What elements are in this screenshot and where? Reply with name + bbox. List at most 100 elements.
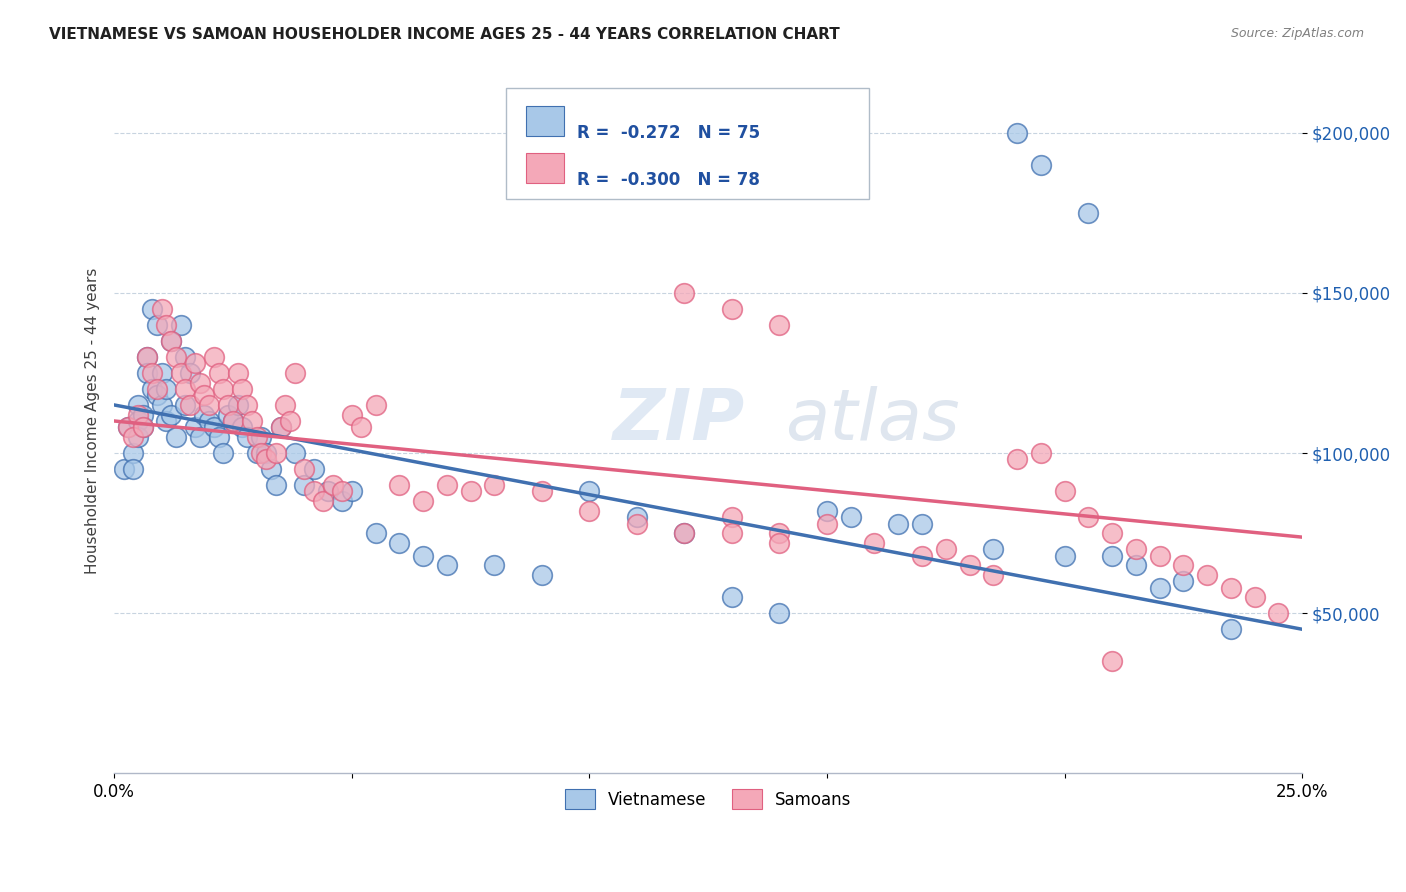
Point	[350, 420, 373, 434]
Point	[202, 350, 225, 364]
Point	[768, 606, 790, 620]
Point	[141, 366, 163, 380]
Point	[264, 446, 287, 460]
Point	[254, 446, 277, 460]
Point	[981, 542, 1004, 557]
Point	[202, 420, 225, 434]
Point	[188, 376, 211, 390]
Point	[768, 526, 790, 541]
Point	[278, 414, 301, 428]
Point	[184, 420, 207, 434]
Point	[1219, 622, 1241, 636]
Point	[1005, 126, 1028, 140]
Point	[388, 478, 411, 492]
Point	[155, 318, 177, 332]
Point	[673, 526, 696, 541]
Point	[911, 516, 934, 531]
Point	[155, 382, 177, 396]
Point	[887, 516, 910, 531]
Point	[388, 535, 411, 549]
Text: VIETNAMESE VS SAMOAN HOUSEHOLDER INCOME AGES 25 - 44 YEARS CORRELATION CHART: VIETNAMESE VS SAMOAN HOUSEHOLDER INCOME …	[49, 27, 839, 42]
Point	[170, 366, 193, 380]
Point	[212, 382, 235, 396]
Point	[1173, 574, 1195, 589]
Point	[127, 430, 149, 444]
Point	[236, 398, 259, 412]
Point	[150, 398, 173, 412]
Point	[226, 366, 249, 380]
Point	[1101, 526, 1123, 541]
Point	[312, 494, 335, 508]
Point	[1219, 581, 1241, 595]
Y-axis label: Householder Income Ages 25 - 44 years: Householder Income Ages 25 - 44 years	[86, 268, 100, 574]
Bar	[526, 106, 564, 136]
Point	[217, 398, 239, 412]
Point	[131, 420, 153, 434]
Point	[330, 494, 353, 508]
Point	[340, 408, 363, 422]
Point	[292, 478, 315, 492]
Point	[122, 462, 145, 476]
Point	[292, 462, 315, 476]
Point	[165, 430, 187, 444]
Point	[179, 366, 201, 380]
Point	[170, 318, 193, 332]
Point	[284, 366, 307, 380]
Point	[436, 478, 458, 492]
Point	[322, 478, 344, 492]
Point	[815, 516, 838, 531]
Point	[673, 285, 696, 300]
Point	[302, 462, 325, 476]
Point	[981, 567, 1004, 582]
Point	[412, 494, 434, 508]
FancyBboxPatch shape	[506, 87, 869, 199]
Point	[222, 414, 245, 428]
Point	[911, 549, 934, 563]
Point	[117, 420, 139, 434]
Point	[127, 414, 149, 428]
Point	[768, 318, 790, 332]
Point	[1101, 549, 1123, 563]
Point	[935, 542, 957, 557]
Point	[1243, 591, 1265, 605]
Point	[155, 414, 177, 428]
Point	[721, 591, 744, 605]
Point	[146, 382, 169, 396]
Point	[578, 504, 600, 518]
Point	[160, 334, 183, 348]
Point	[530, 567, 553, 582]
Point	[165, 350, 187, 364]
Point	[160, 408, 183, 422]
Point	[839, 510, 862, 524]
Legend: Vietnamese, Samoans: Vietnamese, Samoans	[558, 782, 858, 816]
Point	[174, 350, 197, 364]
Point	[184, 356, 207, 370]
Point	[193, 408, 215, 422]
Text: ZIP: ZIP	[613, 386, 745, 456]
Point	[364, 398, 387, 412]
Point	[208, 430, 231, 444]
Point	[1005, 452, 1028, 467]
Point	[240, 414, 263, 428]
Point	[250, 430, 273, 444]
Point	[217, 408, 239, 422]
Point	[127, 398, 149, 412]
Point	[274, 398, 297, 412]
Point	[150, 366, 173, 380]
Text: R =  -0.300   N = 78: R = -0.300 N = 78	[578, 171, 761, 189]
Point	[160, 334, 183, 348]
Point	[136, 350, 159, 364]
Point	[208, 366, 231, 380]
Point	[1267, 606, 1289, 620]
Point	[198, 398, 221, 412]
Point	[131, 408, 153, 422]
Point	[460, 484, 482, 499]
Point	[231, 420, 253, 434]
Point	[122, 446, 145, 460]
Point	[141, 301, 163, 316]
Point	[1029, 158, 1052, 172]
Point	[127, 408, 149, 422]
Point	[364, 526, 387, 541]
Bar	[526, 153, 564, 183]
Point	[436, 558, 458, 573]
